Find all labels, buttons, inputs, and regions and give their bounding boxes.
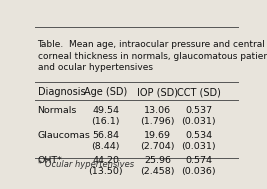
Text: 56.84
(8.44): 56.84 (8.44)	[92, 131, 120, 151]
Text: Glaucomas: Glaucomas	[37, 131, 91, 140]
Text: Normals: Normals	[37, 106, 77, 115]
Text: 13.06
(1.796): 13.06 (1.796)	[140, 106, 175, 126]
Text: CCT (SD): CCT (SD)	[177, 88, 221, 98]
Text: 0.537
(0.031): 0.537 (0.031)	[182, 106, 216, 126]
Text: 44.20
(13.50): 44.20 (13.50)	[88, 156, 123, 176]
Text: IOP (SD): IOP (SD)	[137, 88, 178, 98]
Text: Diagnosis: Diagnosis	[37, 88, 85, 98]
Text: Age (SD): Age (SD)	[84, 88, 127, 98]
Text: OHT*: OHT*	[37, 156, 62, 165]
Text: 25.96
(2.458): 25.96 (2.458)	[140, 156, 175, 176]
Text: 19.69
(2.704): 19.69 (2.704)	[140, 131, 175, 151]
Text: 0.574
(0.036): 0.574 (0.036)	[182, 156, 216, 176]
Text: Table.  Mean age, intraocular pressure and central
corneal thickness in normals,: Table. Mean age, intraocular pressure an…	[37, 40, 267, 72]
Text: * Ocular hypertensives: * Ocular hypertensives	[37, 160, 134, 169]
Text: 0.534
(0.031): 0.534 (0.031)	[182, 131, 216, 151]
Text: 49.54
(16.1): 49.54 (16.1)	[92, 106, 120, 126]
